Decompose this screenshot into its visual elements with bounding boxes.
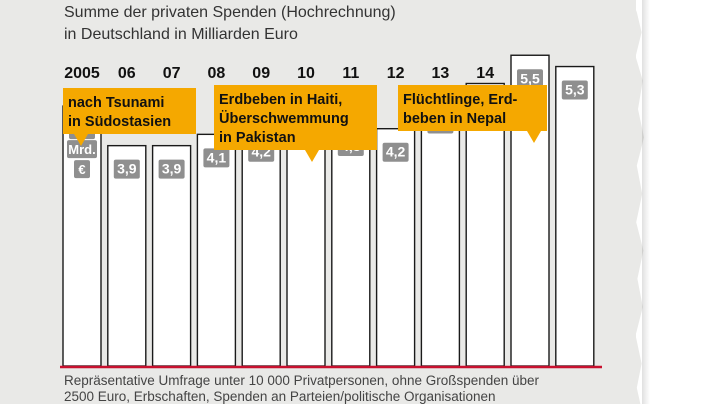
chart-title: Summe der privaten Spenden (Hochrechnung… xyxy=(64,2,624,46)
value-label-text-12: 4,2 xyxy=(386,144,406,160)
category-label-10: 10 xyxy=(297,65,315,82)
value-label-text-06: 3,9 xyxy=(117,161,137,177)
chart-title-line-1: Summe der privaten Spenden (Hochrechnung… xyxy=(64,4,396,21)
callout-pointer-0 xyxy=(74,134,88,146)
value-label-box-2016 xyxy=(561,80,588,100)
value-label-text-15: 5,5 xyxy=(520,70,540,86)
category-label-2005: 2005 xyxy=(64,65,100,82)
unit-label-1: € xyxy=(78,162,85,177)
bar-06 xyxy=(107,144,147,367)
value-label-08: 4,1 xyxy=(203,148,230,168)
category-label-12: 12 xyxy=(387,65,405,82)
callout-0: nach Tsunami in Südostasien xyxy=(63,88,196,146)
footnote: Repräsentative Umfrage unter 10 000 Priv… xyxy=(64,373,624,405)
value-label-box-12 xyxy=(382,142,409,162)
footnote-line-1: Repräsentative Umfrage unter 10 000 Priv… xyxy=(64,373,540,388)
bar-07 xyxy=(151,144,192,367)
unit-label-box-1 xyxy=(74,160,90,179)
category-label-06: 06 xyxy=(118,65,136,82)
category-label-14: 14 xyxy=(476,65,494,82)
category-label-08: 08 xyxy=(208,65,226,82)
value-label-15: 5,5 xyxy=(517,69,543,89)
category-label-09: 09 xyxy=(252,65,270,82)
value-label-box-07 xyxy=(158,159,185,179)
callout-text-1-2: in Pakistan xyxy=(219,130,296,146)
value-label-07: 3,9 xyxy=(158,159,185,179)
category-label-11: 11 xyxy=(342,65,359,82)
value-label-text-2016: 5,3 xyxy=(565,82,585,98)
callout-text-1-0: Erdbeben in Haiti, xyxy=(219,92,342,108)
callout-box-2 xyxy=(398,85,547,131)
bar-08 xyxy=(196,133,237,367)
bar-13 xyxy=(420,99,461,367)
value-label-text-07: 3,9 xyxy=(162,161,182,177)
value-label-box-15 xyxy=(517,69,543,89)
callout-text-1-1: Überschwemmung xyxy=(219,110,349,127)
value-label-box-06 xyxy=(113,159,140,179)
bar-2016 xyxy=(555,65,595,367)
callout-1: Erdbeben in Haiti, Überschwemmung in Pakis… xyxy=(214,85,377,162)
bar-11 xyxy=(331,122,371,367)
chart-title-line-2: in Deutschland in Milliarden Euro xyxy=(64,26,298,43)
bar-12 xyxy=(375,127,416,367)
callout-box-1 xyxy=(214,85,377,150)
value-label-text-08: 4,1 xyxy=(207,149,227,165)
bar-09 xyxy=(241,127,281,367)
callout-text-2-0: Flüchtlinge, Erd- xyxy=(403,92,518,108)
value-label-06: 3,9 xyxy=(113,159,140,179)
value-label-box-08 xyxy=(203,148,230,168)
footnote-line-2: 2500 Euro, Erbschaften, Spenden an Parte… xyxy=(64,389,496,404)
paper-shadow xyxy=(642,0,650,404)
value-label-2016: 5,3 xyxy=(561,80,588,100)
callout-box-0 xyxy=(63,88,196,134)
callout-text-0-1: in Südostasien xyxy=(68,114,171,130)
callout-text-0-0: nach Tsunami xyxy=(68,95,164,111)
callout-pointer-2 xyxy=(527,131,541,143)
callout-2: Flüchtlinge, Erd-beben in Nepal xyxy=(398,85,547,143)
category-label-13: 13 xyxy=(432,65,450,82)
callout-text-2-1: beben in Nepal xyxy=(403,111,506,127)
unit-label-0: Mrd. xyxy=(68,142,95,157)
callout-pointer-1 xyxy=(305,150,319,162)
category-label-07: 07 xyxy=(163,65,181,82)
value-label-12: 4,2 xyxy=(382,142,409,162)
unit-label-box-0 xyxy=(67,140,97,159)
bar-10 xyxy=(286,111,326,367)
